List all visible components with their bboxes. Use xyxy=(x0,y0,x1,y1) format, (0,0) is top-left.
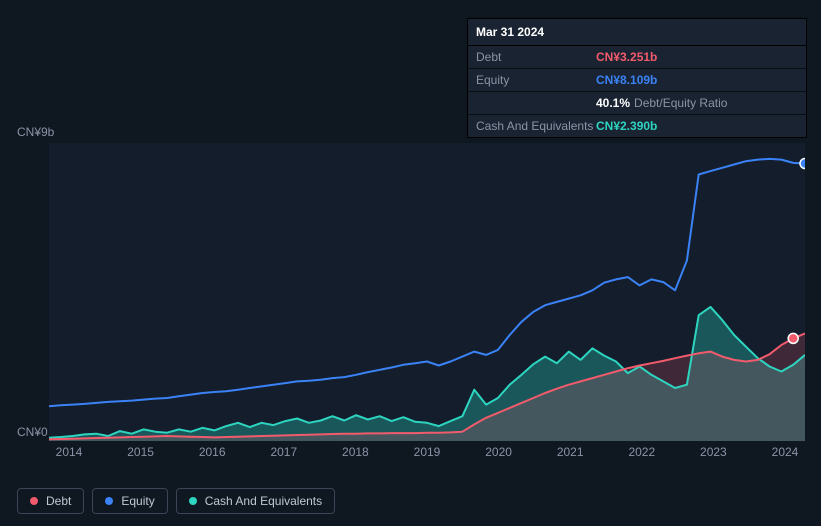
tooltip-date: Mar 31 2024 xyxy=(468,19,806,46)
legend-dot-icon xyxy=(105,497,113,505)
x-axis-tick: 2016 xyxy=(182,445,242,459)
legend-item-cash-and-equivalents[interactable]: Cash And Equivalents xyxy=(176,488,335,514)
legend-item-debt[interactable]: Debt xyxy=(17,488,84,514)
legend-dot-icon xyxy=(189,497,197,505)
x-axis-tick: 2023 xyxy=(683,445,743,459)
legend-label: Debt xyxy=(46,494,71,508)
x-axis-tick: 2018 xyxy=(325,445,385,459)
tooltip-row: 40.1%Debt/Equity Ratio xyxy=(468,92,806,115)
y-axis-min: CN¥0 xyxy=(17,425,48,439)
tooltip-row: EquityCN¥8.109b xyxy=(468,69,806,92)
tooltip-row: DebtCN¥3.251b xyxy=(468,46,806,69)
x-axis-tick: 2014 xyxy=(39,445,99,459)
legend-label: Cash And Equivalents xyxy=(205,494,322,508)
chart-container: Mar 31 2024 DebtCN¥3.251bEquityCN¥8.109b… xyxy=(0,0,821,526)
x-axis-tick: 2015 xyxy=(111,445,171,459)
chart-legend: Debt Equity Cash And Equivalents xyxy=(17,488,335,514)
chart-tooltip: Mar 31 2024 DebtCN¥3.251bEquityCN¥8.109b… xyxy=(467,18,807,138)
tooltip-label: Debt xyxy=(476,50,596,64)
x-axis-tick: 2020 xyxy=(469,445,529,459)
legend-label: Equity xyxy=(121,494,154,508)
tooltip-value: CN¥8.109b xyxy=(596,73,657,87)
tooltip-label: Equity xyxy=(476,73,596,87)
x-axis-tick: 2024 xyxy=(755,445,815,459)
tooltip-label xyxy=(476,96,596,110)
y-axis-max: CN¥9b xyxy=(17,125,54,139)
series-marker xyxy=(788,333,798,343)
legend-dot-icon xyxy=(30,497,38,505)
tooltip-value: 40.1%Debt/Equity Ratio xyxy=(596,96,727,110)
tooltip-value: CN¥3.251b xyxy=(596,50,657,64)
x-axis-tick: 2021 xyxy=(540,445,600,459)
x-axis-tick: 2017 xyxy=(254,445,314,459)
x-axis-tick: 2019 xyxy=(397,445,457,459)
series-marker xyxy=(800,159,805,169)
x-axis-tick: 2022 xyxy=(612,445,672,459)
x-axis: 2014201520162017201820192020202120222023… xyxy=(49,445,805,465)
chart-area: CN¥9b CN¥0 2014 2015 2016 2017 2018 2019 2020 2… xyxy=(17,125,805,465)
legend-item-equity[interactable]: Equity xyxy=(92,488,167,514)
chart-plot[interactable] xyxy=(49,143,805,441)
